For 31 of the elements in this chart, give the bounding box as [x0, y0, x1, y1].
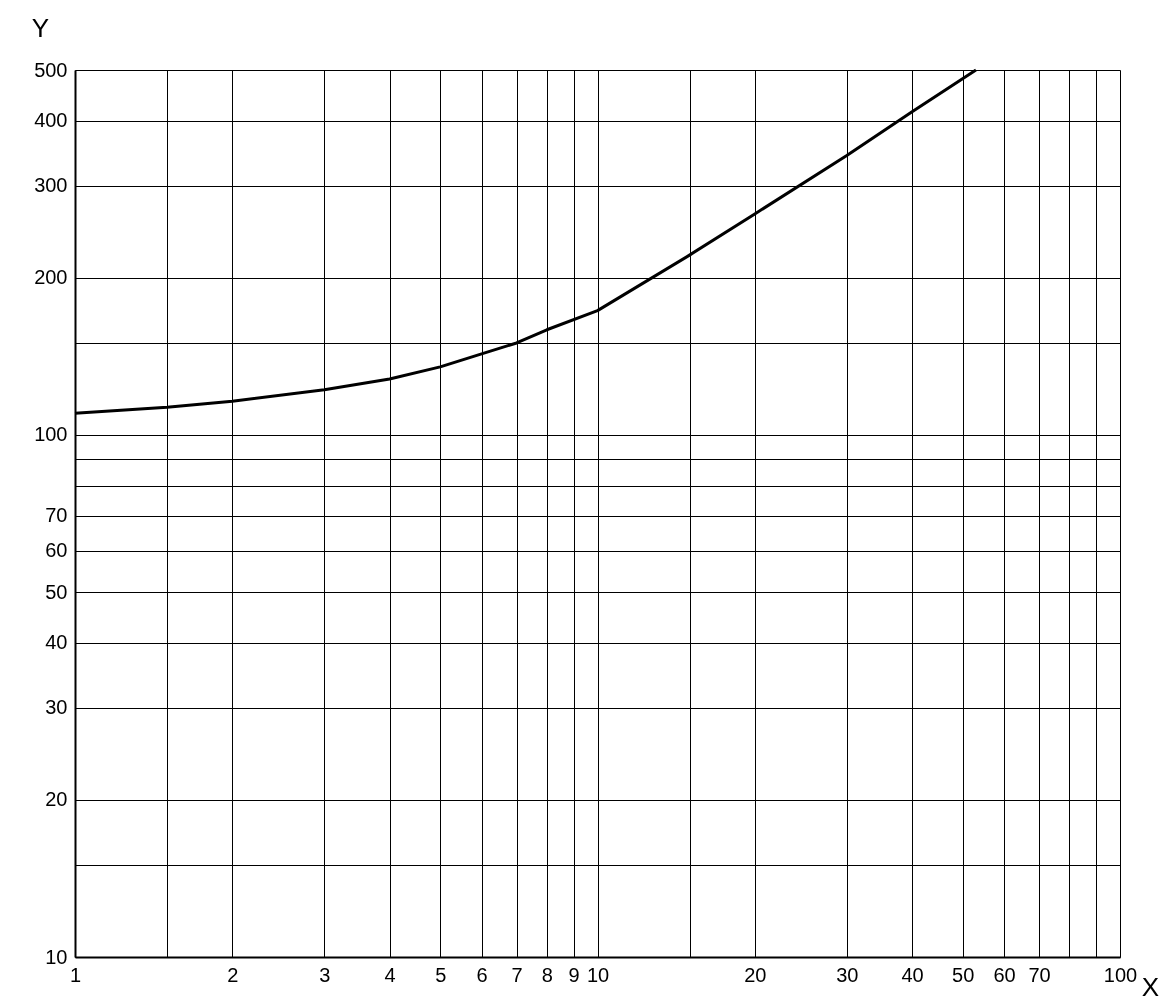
x-tick-label: 70 — [1028, 963, 1051, 986]
x-tick-label: 100 — [1103, 963, 1138, 986]
x-tick-label: 3 — [319, 963, 331, 986]
y-tick-label: 500 — [34, 58, 68, 81]
x-tick-label: 9 — [568, 963, 580, 986]
y-tick-label: 400 — [34, 109, 68, 132]
x-tick-label: 4 — [384, 963, 396, 986]
x-tick-label: 2 — [227, 963, 239, 986]
x-tick-label: 20 — [744, 963, 767, 986]
x-tick-label: 10 — [586, 963, 610, 986]
x-tick-label: 30 — [836, 963, 859, 986]
x-tick-label: 1 — [69, 963, 82, 986]
y-tick-label: 60 — [45, 539, 68, 562]
y-tick-label: 100 — [34, 423, 68, 446]
x-tick-label: 5 — [435, 963, 447, 986]
x-tick-label: 8 — [541, 963, 553, 986]
y-tick-label: 40 — [45, 631, 68, 654]
y-tick-label: 200 — [34, 266, 68, 289]
y-tick-label: 300 — [34, 174, 68, 197]
y-tick-label: 70 — [45, 504, 68, 527]
y-tick-label: 10 — [45, 945, 68, 968]
y-tick-label: 50 — [45, 580, 68, 603]
x-tick-label: 40 — [901, 963, 924, 986]
x-tick-label: 6 — [476, 963, 488, 986]
y-axis-title: Y — [31, 12, 50, 43]
y-tick-label: 30 — [45, 696, 68, 719]
x-tick-label: 60 — [993, 963, 1016, 986]
x-tick-label: 7 — [511, 963, 523, 986]
y-tick-label: 20 — [45, 788, 68, 811]
x-tick-label: 50 — [952, 963, 975, 986]
x-axis-title: X — [1141, 971, 1160, 1001]
